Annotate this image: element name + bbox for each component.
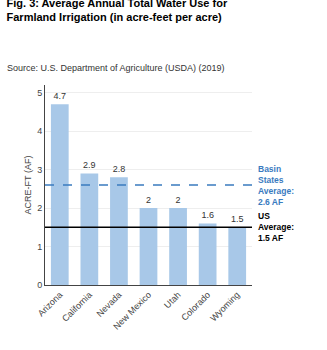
svg-text:5: 5 — [37, 88, 42, 98]
svg-text:ACRE-FT (AF): ACRE-FT (AF) — [23, 156, 33, 215]
svg-text:Arizona: Arizona — [36, 290, 65, 319]
svg-text:USAverage:1.5 AF: USAverage:1.5 AF — [258, 211, 294, 243]
svg-text:1: 1 — [37, 242, 42, 252]
svg-text:4.7: 4.7 — [54, 91, 67, 101]
svg-text:2: 2 — [37, 203, 42, 213]
svg-text:4: 4 — [37, 126, 42, 136]
svg-text:Fig. 3: Average Annual Total W: Fig. 3: Average Annual Total Water Use f… — [7, 0, 228, 23]
svg-text:3: 3 — [37, 165, 42, 175]
svg-text:California: California — [60, 290, 94, 324]
svg-text:1.6: 1.6 — [201, 210, 214, 220]
svg-text:Source: U.S. Department of Agr: Source: U.S. Department of Agriculture (… — [7, 63, 225, 73]
svg-text:Wyoming: Wyoming — [208, 290, 242, 324]
svg-text:2.9: 2.9 — [83, 160, 96, 170]
svg-text:Utah: Utah — [162, 290, 183, 311]
svg-text:2: 2 — [176, 195, 181, 205]
svg-text:New Mexico: New Mexico — [111, 290, 153, 332]
svg-text:0: 0 — [37, 280, 42, 290]
svg-text:1.5: 1.5 — [231, 214, 244, 224]
svg-text:Colorado: Colorado — [179, 290, 212, 323]
svg-text:BasinStatesAverage:2.6 AF: BasinStatesAverage:2.6 AF — [258, 164, 294, 207]
svg-text:2: 2 — [146, 195, 151, 205]
svg-text:2.8: 2.8 — [113, 164, 126, 174]
svg-text:Nevada: Nevada — [95, 290, 124, 319]
